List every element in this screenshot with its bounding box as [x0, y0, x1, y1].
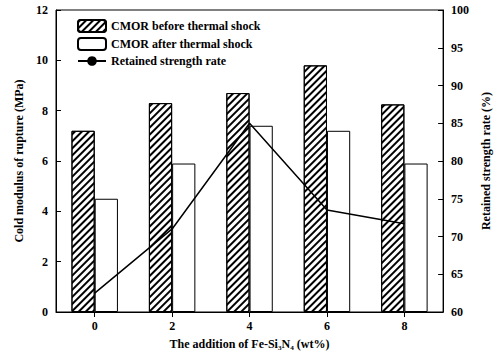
svg-text:10: 10	[36, 53, 48, 67]
svg-text:75: 75	[451, 192, 463, 206]
svg-text:CMOR before thermal shock: CMOR before thermal shock	[111, 19, 261, 33]
svg-text:6: 6	[42, 154, 48, 168]
svg-text:The addition of Fe-Si₃N₄ (wt%): The addition of Fe-Si₃N₄ (wt%)	[170, 337, 330, 351]
svg-text:80: 80	[451, 154, 463, 168]
svg-text:CMOR after thermal shock: CMOR after thermal shock	[111, 37, 253, 51]
svg-text:6: 6	[324, 319, 330, 333]
svg-text:Retained strength rate (%): Retained strength rate (%)	[479, 92, 493, 230]
svg-text:4: 4	[247, 319, 253, 333]
svg-text:100: 100	[451, 3, 469, 17]
svg-text:Retained strength rate: Retained strength rate	[111, 54, 227, 68]
svg-text:85: 85	[451, 116, 463, 130]
svg-text:0: 0	[42, 305, 48, 319]
svg-text:Cold modulus of rupture (MPa): Cold modulus of rupture (MPa)	[12, 79, 26, 242]
svg-text:70: 70	[451, 230, 463, 244]
svg-text:12: 12	[36, 3, 48, 17]
svg-text:60: 60	[451, 305, 463, 319]
svg-text:8: 8	[401, 319, 407, 333]
svg-text:90: 90	[451, 79, 463, 93]
svg-text:95: 95	[451, 41, 463, 55]
svg-text:65: 65	[451, 267, 463, 281]
svg-text:0: 0	[92, 319, 98, 333]
svg-text:8: 8	[42, 104, 48, 118]
svg-text:2: 2	[169, 319, 175, 333]
svg-text:4: 4	[42, 204, 48, 218]
svg-text:2: 2	[42, 255, 48, 269]
